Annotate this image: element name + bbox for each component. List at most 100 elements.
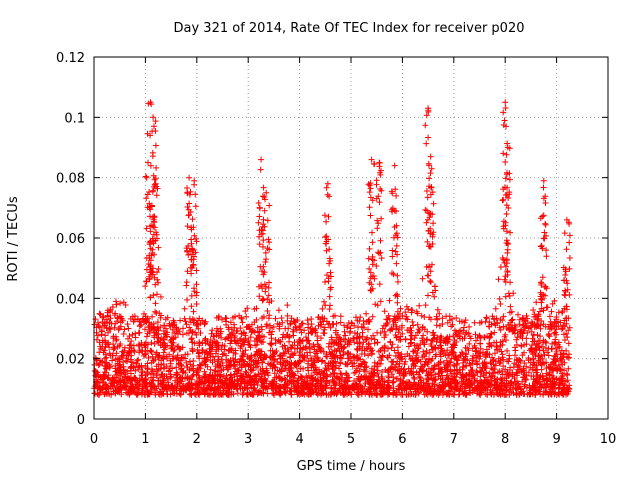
data-point bbox=[483, 346, 490, 353]
x-tick-label: 8 bbox=[501, 432, 509, 447]
data-point bbox=[266, 202, 273, 209]
data-point bbox=[149, 188, 156, 195]
data-point bbox=[566, 239, 573, 246]
data-point bbox=[390, 374, 397, 381]
data-point bbox=[143, 333, 150, 340]
data-point bbox=[498, 348, 505, 355]
data-point bbox=[207, 366, 214, 373]
data-point bbox=[430, 200, 437, 207]
data-point bbox=[267, 347, 274, 354]
data-point bbox=[504, 246, 511, 253]
data-point bbox=[423, 140, 430, 147]
data-point bbox=[502, 99, 509, 106]
data-point bbox=[499, 371, 506, 378]
data-point bbox=[179, 344, 186, 351]
data-point bbox=[411, 335, 418, 342]
data-point bbox=[375, 220, 382, 227]
grid-lines bbox=[94, 57, 608, 419]
data-point bbox=[349, 359, 356, 366]
data-point bbox=[377, 347, 384, 354]
data-point bbox=[264, 217, 271, 224]
data-point bbox=[366, 265, 373, 272]
x-tick-label: 6 bbox=[398, 432, 406, 447]
data-point bbox=[529, 335, 536, 342]
data-point bbox=[99, 319, 106, 325]
data-point bbox=[393, 242, 400, 249]
data-point bbox=[148, 339, 155, 346]
data-point bbox=[265, 236, 272, 243]
data-point bbox=[181, 305, 188, 312]
data-point bbox=[564, 377, 571, 384]
data-point bbox=[124, 321, 131, 328]
data-point bbox=[186, 174, 193, 181]
data-point bbox=[321, 298, 327, 305]
data-point bbox=[161, 346, 168, 353]
x-axis-label: GPS time / hours bbox=[297, 459, 406, 474]
data-point bbox=[525, 357, 532, 364]
data-point bbox=[189, 373, 196, 379]
data-point bbox=[133, 391, 140, 398]
data-point bbox=[525, 369, 532, 376]
data-point bbox=[263, 256, 269, 263]
data-point bbox=[395, 278, 401, 285]
data-point bbox=[369, 313, 376, 320]
data-point bbox=[503, 211, 510, 217]
data-point bbox=[149, 153, 156, 160]
data-point bbox=[521, 360, 528, 366]
data-point bbox=[427, 278, 433, 284]
data-point bbox=[439, 315, 446, 322]
data-point bbox=[503, 337, 509, 344]
data-point bbox=[188, 336, 195, 343]
data-point bbox=[113, 336, 120, 343]
data-point bbox=[404, 316, 411, 323]
data-point bbox=[377, 330, 384, 336]
data-point bbox=[477, 373, 484, 380]
data-points bbox=[91, 99, 573, 398]
data-point bbox=[502, 366, 509, 373]
data-point bbox=[144, 330, 151, 337]
data-point bbox=[370, 332, 377, 339]
data-point bbox=[391, 162, 398, 169]
data-point bbox=[502, 391, 509, 398]
data-point bbox=[342, 332, 349, 339]
data-point bbox=[121, 344, 128, 351]
data-point bbox=[260, 184, 267, 191]
data-point bbox=[431, 293, 438, 300]
data-point bbox=[266, 329, 273, 336]
data-point bbox=[142, 283, 149, 290]
data-point bbox=[318, 335, 324, 342]
data-point bbox=[183, 279, 190, 286]
data-point bbox=[157, 293, 164, 300]
data-point bbox=[503, 202, 510, 209]
data-point bbox=[256, 293, 263, 300]
data-point bbox=[334, 390, 341, 396]
data-point bbox=[371, 336, 378, 343]
data-point bbox=[447, 388, 454, 395]
data-point bbox=[321, 330, 328, 337]
y-tick-label: 0.04 bbox=[56, 292, 85, 307]
data-point bbox=[258, 156, 265, 163]
data-point bbox=[388, 344, 395, 351]
data-point bbox=[190, 308, 197, 315]
data-point bbox=[188, 303, 195, 310]
x-tick-label: 2 bbox=[193, 432, 201, 447]
data-point bbox=[399, 330, 406, 337]
data-point bbox=[157, 324, 164, 331]
data-point bbox=[402, 309, 409, 316]
y-tick-label: 0.06 bbox=[56, 232, 85, 247]
data-point bbox=[110, 352, 116, 359]
data-point bbox=[385, 312, 392, 319]
x-tick-label: 4 bbox=[295, 432, 303, 447]
data-point bbox=[180, 325, 186, 332]
y-tick-label: 0.02 bbox=[56, 353, 85, 368]
data-point bbox=[564, 334, 571, 341]
data-point bbox=[562, 272, 569, 278]
data-point bbox=[539, 343, 545, 350]
data-point bbox=[330, 313, 337, 320]
data-point bbox=[387, 338, 394, 345]
chart-title: Day 321 of 2014, Rate Of TEC Index for r… bbox=[174, 21, 525, 36]
data-point bbox=[499, 197, 506, 204]
data-point bbox=[381, 328, 388, 335]
data-point bbox=[456, 318, 463, 325]
data-point bbox=[488, 321, 495, 328]
